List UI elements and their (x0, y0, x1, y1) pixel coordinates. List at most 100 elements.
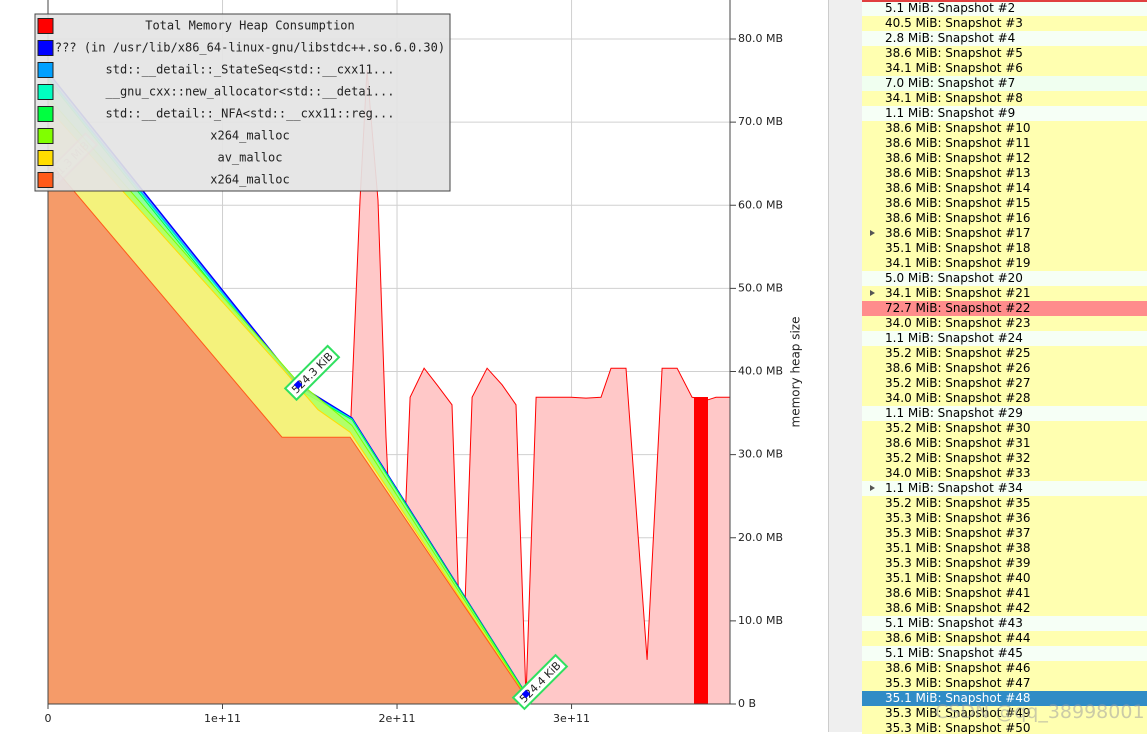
snapshot-label: 38.6 MiB: Snapshot #13 (885, 166, 1031, 180)
snapshot-row[interactable]: 35.3 MiB: Snapshot #36 (862, 511, 1147, 526)
snapshot-label: 5.1 MiB: Snapshot #45 (885, 646, 1023, 660)
snapshot-row[interactable]: 38.6 MiB: Snapshot #26 (862, 361, 1147, 376)
legend-label: av_malloc (217, 151, 282, 165)
snapshot-label: 35.1 MiB: Snapshot #38 (885, 541, 1031, 555)
legend-swatch (37, 62, 54, 78)
snapshot-row[interactable]: 34.0 MiB: Snapshot #33 (862, 466, 1147, 481)
snapshot-row[interactable]: 38.6 MiB: Snapshot #5 (862, 46, 1147, 61)
snapshot-label: 38.6 MiB: Snapshot #16 (885, 211, 1031, 225)
snapshot-row[interactable]: 5.0 MiB: Snapshot #20 (862, 271, 1147, 286)
snapshot-row[interactable]: 34.1 MiB: Snapshot #8 (862, 91, 1147, 106)
snapshot-row[interactable]: 38.6 MiB: Snapshot #16 (862, 211, 1147, 226)
snapshot-label: 35.1 MiB: Snapshot #48 (885, 691, 1031, 705)
y-tick-label: 60.0 MB (738, 198, 783, 211)
snapshot-label: 35.2 MiB: Snapshot #27 (885, 376, 1031, 390)
snapshot-label: 1.1 MiB: Snapshot #29 (885, 406, 1023, 420)
snapshot-row[interactable]: 38.6 MiB: Snapshot #13 (862, 166, 1147, 181)
snapshot-label: 34.0 MiB: Snapshot #33 (885, 466, 1031, 480)
snapshot-label: 35.3 MiB: Snapshot #36 (885, 511, 1031, 525)
snapshot-row[interactable]: 1.1 MiB: Snapshot #9 (862, 106, 1147, 121)
expand-arrow[interactable] (870, 290, 875, 296)
snapshot-label: 35.3 MiB: Snapshot #49 (885, 706, 1031, 720)
snapshot-row[interactable]: 40.5 MiB: Snapshot #3 (862, 16, 1147, 31)
legend-swatch (37, 84, 54, 100)
snapshot-row[interactable]: 5.1 MiB: Snapshot #45 (862, 646, 1147, 661)
snapshot-row[interactable]: 5.1 MiB: Snapshot #2 (862, 2, 1147, 16)
snapshot-row[interactable]: 35.3 MiB: Snapshot #49 (862, 706, 1147, 721)
legend-label: x264_malloc (210, 173, 289, 187)
snapshot-row[interactable]: 34.0 MiB: Snapshot #23 (862, 316, 1147, 331)
legend-swatch (37, 128, 54, 144)
snapshot-label: 1.1 MiB: Snapshot #24 (885, 331, 1023, 345)
snapshot-row[interactable]: 34.1 MiB: Snapshot #6 (862, 61, 1147, 76)
series-area (48, 160, 526, 704)
snapshot-row[interactable]: 35.1 MiB: Snapshot #40 (862, 571, 1147, 586)
snapshot-row[interactable]: 35.1 MiB: Snapshot #38 (862, 541, 1147, 556)
snapshot-row[interactable]: 35.3 MiB: Snapshot #47 (862, 676, 1147, 691)
snapshot-label: 34.1 MiB: Snapshot #6 (885, 61, 1023, 75)
snapshot-label: 5.0 MiB: Snapshot #20 (885, 271, 1023, 285)
snapshot-row[interactable]: 34.1 MiB: Snapshot #19 (862, 256, 1147, 271)
snapshot-row[interactable]: 35.2 MiB: Snapshot #27 (862, 376, 1147, 391)
snapshot-list: 5.1 MiB: Snapshot #2 40.5 MiB: Snapshot #… (862, 0, 1147, 734)
snapshot-row[interactable]: 7.0 MiB: Snapshot #7 (862, 76, 1147, 91)
snapshot-row[interactable]: 34.1 MiB: Snapshot #21 (862, 286, 1147, 301)
legend-swatch (37, 18, 54, 34)
snapshot-row[interactable]: 5.1 MiB: Snapshot #43 (862, 616, 1147, 631)
snapshot-row[interactable]: 35.2 MiB: Snapshot #25 (862, 346, 1147, 361)
selected-snapshot-highlight (694, 397, 708, 704)
snapshot-row[interactable]: 35.3 MiB: Snapshot #37 (862, 526, 1147, 541)
snapshot-row[interactable]: 35.1 MiB: Snapshot #18 (862, 241, 1147, 256)
snapshot-row[interactable]: 38.6 MiB: Snapshot #42 (862, 601, 1147, 616)
snapshot-row[interactable]: 38.6 MiB: Snapshot #31 (862, 436, 1147, 451)
y-tick-label: 50.0 MB (738, 281, 783, 294)
snapshot-row[interactable]: 38.6 MiB: Snapshot #10 (862, 121, 1147, 136)
x-tick-label: 1e+11 (204, 712, 241, 725)
snapshot-label: 35.2 MiB: Snapshot #30 (885, 421, 1031, 435)
y-tick-label: 0 B (738, 697, 756, 710)
snapshot-row[interactable]: 38.6 MiB: Snapshot #12 (862, 151, 1147, 166)
expand-arrow[interactable] (870, 485, 875, 491)
snapshot-row[interactable]: 38.6 MiB: Snapshot #41 (862, 586, 1147, 601)
snapshot-row[interactable]: 1.1 MiB: Snapshot #34 (862, 481, 1147, 496)
snapshot-row[interactable]: 35.3 MiB: Snapshot #39 (862, 556, 1147, 571)
snapshot-label: 38.6 MiB: Snapshot #42 (885, 601, 1031, 615)
snapshot-row[interactable]: 35.2 MiB: Snapshot #35 (862, 496, 1147, 511)
snapshot-row[interactable]: 34.0 MiB: Snapshot #28 (862, 391, 1147, 406)
expand-arrow[interactable] (870, 230, 875, 236)
snapshot-row[interactable]: 1.1 MiB: Snapshot #29 (862, 406, 1147, 421)
snapshot-row[interactable]: 35.2 MiB: Snapshot #30 (862, 421, 1147, 436)
snapshot-row[interactable]: 72.7 MiB: Snapshot #22 (862, 301, 1147, 316)
legend-box (34, 13, 451, 192)
snapshot-row[interactable]: 38.6 MiB: Snapshot #11 (862, 136, 1147, 151)
y-tick-label: 30.0 MB (738, 448, 783, 461)
snapshot-row[interactable]: 1.1 MiB: Snapshot #24 (862, 331, 1147, 346)
watermark: CSDN @qq_38998001 (935, 701, 1145, 723)
snapshot-row[interactable]: 35.2 MiB: Snapshot #32 (862, 451, 1147, 466)
snapshot-row[interactable]: 38.6 MiB: Snapshot #14 (862, 181, 1147, 196)
y-tick-label: 40.0 MB (738, 365, 783, 378)
snapshot-label: 35.1 MiB: Snapshot #18 (885, 241, 1031, 255)
snapshot-row[interactable]: 2.8 MiB: Snapshot #4 (862, 31, 1147, 46)
y-tick-label: 20.0 MB (738, 531, 783, 544)
snapshot-label: 38.6 MiB: Snapshot #10 (885, 121, 1031, 135)
splitter[interactable] (828, 0, 863, 732)
x-tick-label: 0 (45, 712, 52, 725)
snapshot-label: 38.6 MiB: Snapshot #44 (885, 631, 1031, 645)
snapshot-label: 34.1 MiB: Snapshot #8 (885, 91, 1023, 105)
snapshot-row[interactable]: 38.6 MiB: Snapshot #46 (862, 661, 1147, 676)
snapshot-label: 7.0 MiB: Snapshot #7 (885, 76, 1016, 90)
snapshot-row[interactable]: 38.6 MiB: Snapshot #44 (862, 631, 1147, 646)
legend-label: ??? (in /usr/lib/x86_64-linux-gnu/libstd… (55, 41, 445, 55)
snapshot-row[interactable]: 35.1 MiB: Snapshot #48 (862, 691, 1147, 706)
snapshot-label: 35.3 MiB: Snapshot #47 (885, 676, 1031, 690)
series-line (47, 160, 527, 698)
snapshot-row[interactable]: 38.6 MiB: Snapshot #17 (862, 226, 1147, 241)
snapshot-row[interactable]: 35.3 MiB: Snapshot #50 (862, 721, 1147, 734)
chart: 0 B 10.0 MB 20.0 MB 30.0 MB 40.0 MB 50.0 MB 60… (34, 0, 803, 725)
snapshot-row[interactable]: 38.6 MiB: Snapshot #15 (862, 196, 1147, 211)
y-tick-label: 80.0 MB (738, 32, 783, 45)
legend-swatch (37, 150, 54, 166)
x-tick-label: 2e+11 (379, 712, 416, 725)
